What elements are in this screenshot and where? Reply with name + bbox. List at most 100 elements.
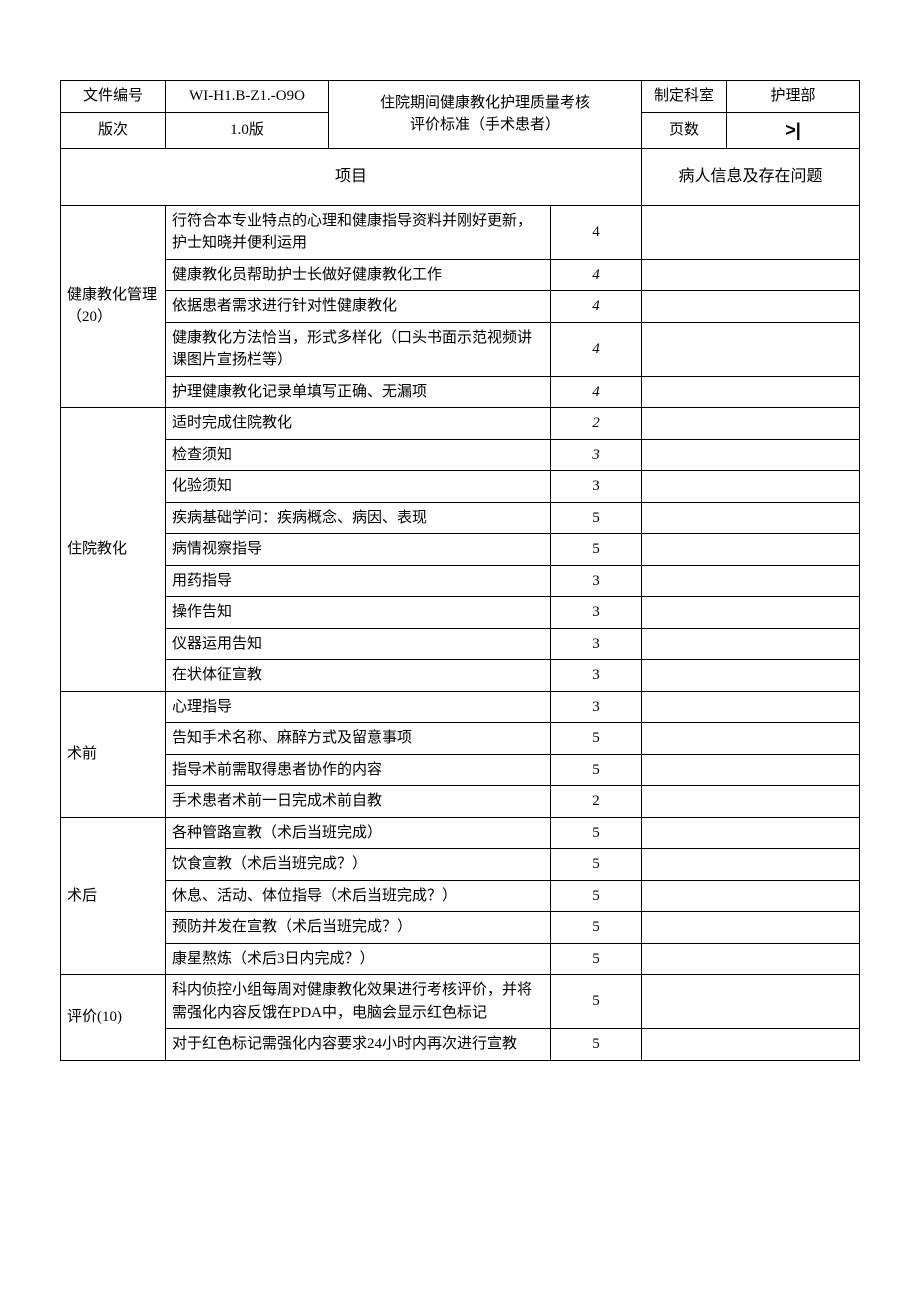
issue-cell [642, 502, 860, 534]
table-row: 评价(10)科内侦控小组每周对健康教化效果进行考核评价，并将需强化内容反饿在PD… [61, 975, 860, 1029]
issue-cell [642, 849, 860, 881]
score-cell: 5 [551, 849, 642, 881]
evaluation-table: 文件编号 WI-H1.B-Z1.-O9O 住院期间健康教化护理质量考核 评价标准… [60, 80, 860, 1061]
table-row: 术前心理指导3 [61, 691, 860, 723]
table-row: 术后各种管路宣教（术后当班完成）5 [61, 817, 860, 849]
description-cell: 各种管路宣教（术后当班完成） [166, 817, 551, 849]
description-cell: 检查须知 [166, 439, 551, 471]
issue-cell [642, 975, 860, 1029]
issue-cell [642, 786, 860, 818]
table-row: 化验须知3 [61, 471, 860, 503]
dept-label: 制定科室 [642, 81, 727, 113]
score-cell: 5 [551, 1029, 642, 1061]
score-cell: 5 [551, 975, 642, 1029]
description-cell: 病情视察指导 [166, 534, 551, 566]
issue-cell [642, 628, 860, 660]
table-row: 预防并发在宣教（术后当班完成？）5 [61, 912, 860, 944]
version-value: 1.0版 [166, 112, 329, 148]
score-cell: 3 [551, 597, 642, 629]
table-row: 仪器运用告知3 [61, 628, 860, 660]
table-row: 在状体征宣教3 [61, 660, 860, 692]
table-row: 指导术前需取得患者协作的内容5 [61, 754, 860, 786]
table-row: 饮食宣教（术后当班完成？）5 [61, 849, 860, 881]
score-cell: 5 [551, 534, 642, 566]
description-cell: 对于红色标记需强化内容要求24小时内再次进行宣教 [166, 1029, 551, 1061]
description-cell: 行符合本专业特点的心理和健康指导资料并刚好更新，护士知晓并便利运用 [166, 205, 551, 259]
table-row: 护理健康教化记录单填写正确、无漏项4 [61, 376, 860, 408]
issue-cell [642, 534, 860, 566]
description-cell: 护理健康教化记录单填写正确、无漏项 [166, 376, 551, 408]
description-cell: 健康教化员帮助护士长做好健康教化工作 [166, 259, 551, 291]
category-cell: 术前 [61, 691, 166, 817]
score-cell: 5 [551, 817, 642, 849]
score-cell: 5 [551, 943, 642, 975]
description-cell: 科内侦控小组每周对健康教化效果进行考核评价，并将需强化内容反饿在PDA中，电脑会… [166, 975, 551, 1029]
table-row: 休息、活动、体位指导（术后当班完成？）5 [61, 880, 860, 912]
score-cell: 3 [551, 439, 642, 471]
issue-cell [642, 660, 860, 692]
title-line1: 住院期间健康教化护理质量考核 [380, 95, 590, 111]
score-cell: 5 [551, 912, 642, 944]
table-row: 病情视察指导5 [61, 534, 860, 566]
score-cell: 3 [551, 471, 642, 503]
description-cell: 告知手术名称、麻醉方式及留意事项 [166, 723, 551, 755]
table-row: 手术患者术前一日完成术前自教2 [61, 786, 860, 818]
issue-cell [642, 817, 860, 849]
table-row: 住院教化适时完成住院教化2 [61, 408, 860, 440]
description-cell: 用药指导 [166, 565, 551, 597]
issue-cell [642, 754, 860, 786]
description-cell: 手术患者术前一日完成术前自教 [166, 786, 551, 818]
score-cell: 2 [551, 408, 642, 440]
description-cell: 化验须知 [166, 471, 551, 503]
table-row: 依据患者需求进行针对性健康教化4 [61, 291, 860, 323]
table-row: 健康教化管理（20）行符合本专业特点的心理和健康指导资料并刚好更新，护士知晓并便… [61, 205, 860, 259]
description-cell: 依据患者需求进行针对性健康教化 [166, 291, 551, 323]
dept-value: 护理部 [727, 81, 860, 113]
score-cell: 4 [551, 205, 642, 259]
doc-title: 住院期间健康教化护理质量考核 评价标准（手术患者） [329, 81, 642, 149]
issue-cell [642, 880, 860, 912]
issue-cell [642, 723, 860, 755]
score-cell: 5 [551, 502, 642, 534]
issue-cell [642, 1029, 860, 1061]
score-cell: 4 [551, 322, 642, 376]
description-cell: 指导术前需取得患者协作的内容 [166, 754, 551, 786]
page-label: 页数 [642, 112, 727, 148]
title-line2: 评价标准（手术患者） [410, 117, 560, 133]
table-row: 用药指导3 [61, 565, 860, 597]
description-cell: 心理指导 [166, 691, 551, 723]
table-row: 健康教化员帮助护士长做好健康教化工作4 [61, 259, 860, 291]
score-cell: 4 [551, 376, 642, 408]
table-row: 对于红色标记需强化内容要求24小时内再次进行宣教5 [61, 1029, 860, 1061]
score-cell: 4 [551, 291, 642, 323]
table-row: 操作告知3 [61, 597, 860, 629]
description-cell: 饮食宣教（术后当班完成？） [166, 849, 551, 881]
issues-header: 病人信息及存在问题 [642, 148, 860, 205]
issue-cell [642, 597, 860, 629]
score-cell: 3 [551, 565, 642, 597]
score-cell: 4 [551, 259, 642, 291]
issue-cell [642, 259, 860, 291]
score-cell: 5 [551, 754, 642, 786]
score-cell: 5 [551, 723, 642, 755]
page-symbol: >| [727, 112, 860, 148]
category-cell: 住院教化 [61, 408, 166, 692]
score-cell: 5 [551, 880, 642, 912]
description-cell: 适时完成住院教化 [166, 408, 551, 440]
description-cell: 休息、活动、体位指导（术后当班完成？） [166, 880, 551, 912]
project-header: 项目 [61, 148, 642, 205]
category-cell: 评价(10) [61, 975, 166, 1061]
issue-cell [642, 943, 860, 975]
version-label: 版次 [61, 112, 166, 148]
doc-no-label: 文件编号 [61, 81, 166, 113]
category-cell: 健康教化管理（20） [61, 205, 166, 408]
description-cell: 操作告知 [166, 597, 551, 629]
table-row: 检查须知3 [61, 439, 860, 471]
table-row: 告知手术名称、麻醉方式及留意事项5 [61, 723, 860, 755]
description-cell: 疾病基础学问：疾病概念、病因、表现 [166, 502, 551, 534]
doc-no-value: WI-H1.B-Z1.-O9O [166, 81, 329, 113]
issue-cell [642, 565, 860, 597]
issue-cell [642, 408, 860, 440]
issue-cell [642, 322, 860, 376]
issue-cell [642, 439, 860, 471]
